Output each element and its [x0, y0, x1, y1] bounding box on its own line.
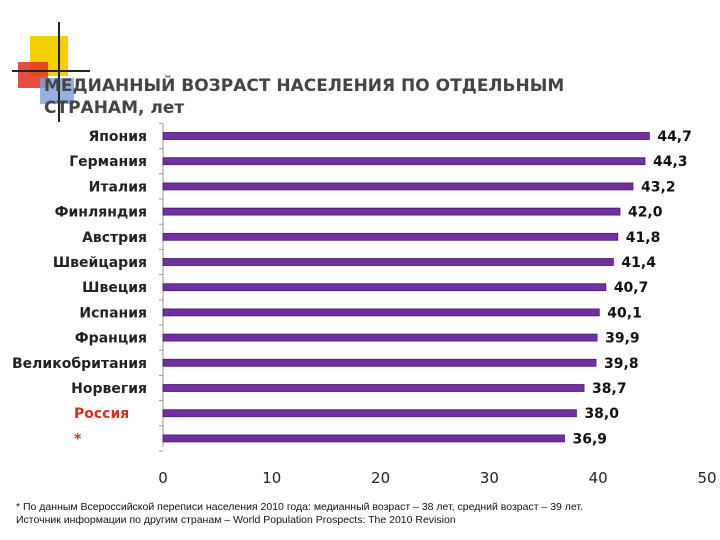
bar	[162, 182, 634, 191]
decor-line-horizontal	[12, 70, 90, 72]
bar	[162, 207, 621, 216]
bar	[162, 308, 600, 317]
chart-title-line1: МЕДИАННЫЙ ВОЗРАСТ НАСЕЛЕНИЯ ПО ОТДЕЛЬНЫМ	[44, 76, 565, 96]
category-label: Великобритания	[12, 356, 147, 372]
bar	[162, 333, 598, 342]
x-tick-label: 10	[262, 469, 281, 487]
data-label: 39,9	[605, 331, 640, 347]
bar	[162, 358, 597, 367]
bar	[162, 258, 614, 266]
data-label: 43,2	[641, 179, 676, 195]
data-label: 41,4	[621, 255, 656, 271]
data-label: 38,0	[584, 406, 619, 422]
chart-title: МЕДИАННЫЙ ВОЗРАСТ НАСЕЛЕНИЯ ПО ОТДЕЛЬНЫМ…	[44, 75, 644, 119]
footnote: * По данным Всероссийской переписи насел…	[16, 501, 716, 527]
decor-square-blue	[40, 78, 74, 104]
data-label: 44,7	[657, 129, 692, 145]
data-label: 44,3	[653, 154, 688, 170]
bar	[162, 157, 646, 166]
bar	[162, 384, 585, 392]
category-label: Россия	[74, 406, 129, 422]
category-label: Австрия	[82, 230, 147, 246]
category-label: *	[74, 431, 82, 447]
x-tick-label: 20	[371, 469, 390, 487]
bar	[162, 409, 577, 418]
data-label: 40,7	[614, 280, 649, 296]
category-label: Германия	[69, 154, 147, 170]
category-label: Норвегия	[71, 381, 147, 397]
data-label: 40,1	[607, 305, 642, 321]
bar	[162, 434, 565, 443]
x-tick-label: 40	[589, 469, 608, 487]
category-label: Италия	[89, 179, 147, 195]
category-label: Испания	[79, 305, 147, 321]
bar	[162, 283, 607, 292]
category-label: Швеция	[82, 280, 147, 296]
footnote-line2: Источник информации по другим странам – …	[16, 514, 456, 526]
decor-line-vertical	[58, 22, 60, 122]
x-tick-label: 30	[480, 469, 499, 487]
data-label: 38,7	[592, 381, 627, 397]
chart-title-line2: СТРАНАМ, лет	[44, 98, 185, 118]
data-label: 36,9	[572, 431, 607, 447]
data-label: 39,8	[604, 356, 639, 372]
x-tick-label: 50	[697, 469, 716, 487]
bar	[162, 132, 650, 140]
category-label: Франция	[75, 331, 147, 347]
category-label: Финляндия	[55, 205, 147, 221]
data-label: 42,0	[628, 205, 663, 221]
x-tick-label: 0	[158, 469, 168, 487]
category-label: Япония	[88, 129, 147, 145]
bar	[162, 232, 619, 241]
bar-chart: Япония 44,7 Германия 44,3 Италия 43,2 Финлянди…	[12, 122, 717, 487]
footnote-line1: * По данным Всероссийской переписи насел…	[16, 501, 583, 513]
category-label: Швейцария	[53, 255, 147, 271]
data-label: 41,8	[626, 230, 661, 246]
